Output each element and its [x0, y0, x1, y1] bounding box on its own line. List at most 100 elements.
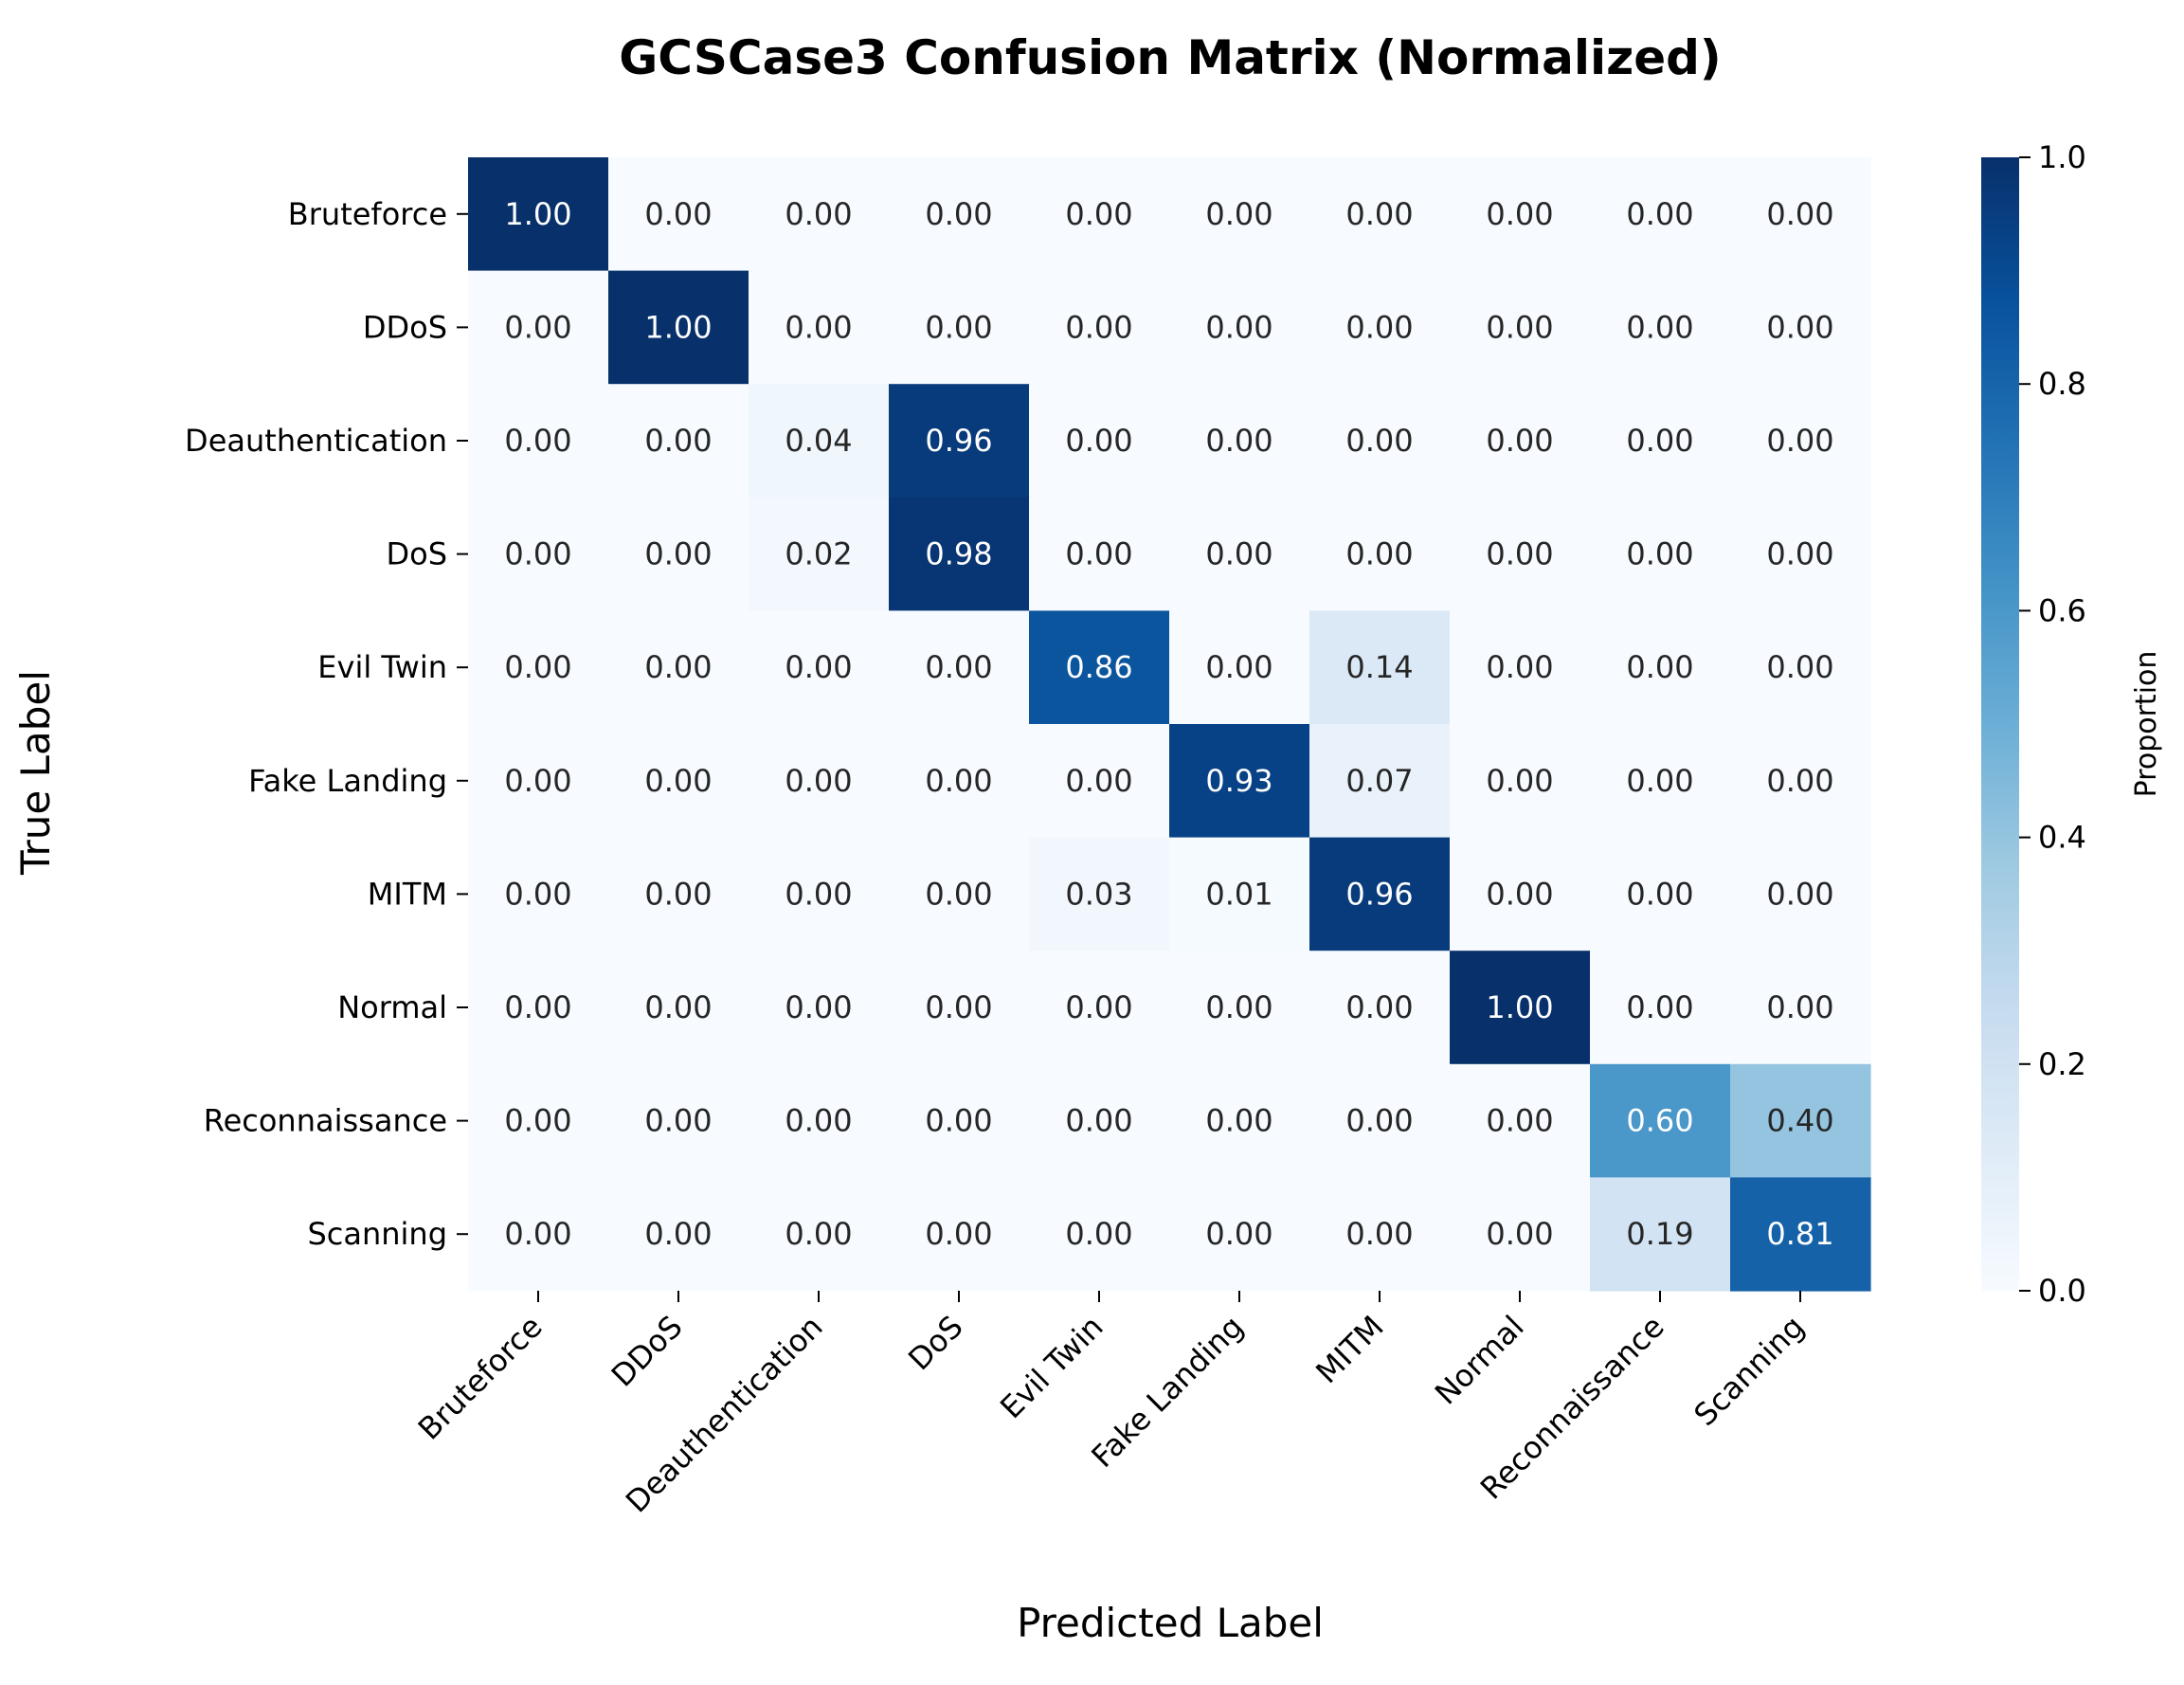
cell-value-label-8-0: 0.00	[504, 1103, 571, 1139]
heatmap-cell-6-4	[1029, 837, 1170, 951]
y-tick-label-fake-landing: Fake Landing	[248, 763, 447, 799]
heatmap-cell-3-1	[608, 497, 749, 611]
heatmap-cell-1-4	[1029, 270, 1170, 385]
cell-value-label-9-2: 0.00	[785, 1216, 852, 1252]
colorbar-ticks: 0.0 0.2 0.4 0.6 0.8 1.0	[2019, 139, 2086, 1309]
heatmap-cell-9-0	[468, 1177, 609, 1292]
heatmap-cell-3-2	[749, 497, 890, 611]
cell-value-label-6-5: 0.01	[1205, 876, 1272, 912]
heatmap-cell-3-3	[889, 497, 1030, 611]
chart-title: GCSCase3 Confusion Matrix (Normalized)	[619, 30, 1722, 85]
cell-value-label-6-7: 0.00	[1486, 876, 1553, 912]
x-tick-label-bruteforce: Bruteforce	[411, 1309, 550, 1447]
heatmap-cell-4-1	[608, 610, 749, 725]
cell-value-label-7-4: 0.00	[1065, 989, 1132, 1025]
heatmap-cell-8-8	[1590, 1063, 1731, 1178]
y-tick-label-scanning: Scanning	[307, 1216, 447, 1252]
cell-value-label-0-5: 0.00	[1205, 196, 1272, 232]
heatmap-cell-0-7	[1450, 157, 1591, 272]
x-tick-label-evil-twin: Evil Twin	[993, 1309, 1110, 1426]
cell-value-label-3-0: 0.00	[504, 536, 571, 572]
heatmap-cell-8-9	[1730, 1063, 1871, 1178]
heatmap-cell-5-9	[1730, 724, 1871, 839]
cell-value-label-3-5: 0.00	[1205, 536, 1272, 572]
cell-value-label-0-2: 0.00	[785, 196, 852, 232]
cell-value-label-3-2: 0.02	[785, 536, 852, 572]
cell-value-label-7-9: 0.00	[1766, 989, 1833, 1025]
heatmap-cell-6-9	[1730, 837, 1871, 951]
y-tick-label-dos: DoS	[386, 536, 447, 572]
cell-value-label-4-9: 0.00	[1766, 649, 1833, 685]
heatmap-cell-7-5	[1169, 951, 1310, 1065]
cell-value-label-2-5: 0.00	[1205, 423, 1272, 459]
colorbar-tick-label-0: 0.0	[2038, 1273, 2086, 1309]
cell-value-label-5-7: 0.00	[1486, 763, 1553, 799]
heatmap-cell-0-6	[1309, 157, 1451, 272]
heatmap-cell-4-5	[1169, 610, 1310, 725]
cell-value-label-6-2: 0.00	[785, 876, 852, 912]
cell-value-label-2-0: 0.00	[504, 423, 571, 459]
heatmap-cell-1-7	[1450, 270, 1591, 385]
cell-value-label-4-8: 0.00	[1626, 649, 1693, 685]
heatmap-cell-4-7	[1450, 610, 1591, 725]
cell-value-label-6-9: 0.00	[1766, 876, 1833, 912]
y-tick-label-reconnaissance: Reconnaissance	[204, 1103, 447, 1139]
heatmap-cell-2-0	[468, 384, 609, 498]
y-axis-label: True Label	[12, 670, 59, 876]
heatmap-cell-2-9	[1730, 384, 1871, 498]
y-tick-label-deauthentication: Deauthentication	[185, 423, 447, 459]
cell-value-label-1-9: 0.00	[1766, 309, 1833, 345]
cell-value-label-1-4: 0.00	[1065, 309, 1132, 345]
y-tick-label-ddos: DDoS	[363, 309, 447, 345]
heatmap-cell-3-8	[1590, 497, 1731, 611]
cell-value-label-0-0: 1.00	[504, 196, 571, 232]
colorbar-tick-label-2: 0.4	[2038, 820, 2086, 856]
cell-value-label-2-6: 0.00	[1345, 423, 1413, 459]
cell-value-label-3-4: 0.00	[1065, 536, 1132, 572]
cell-value-label-2-4: 0.00	[1065, 423, 1132, 459]
heatmap-cell-8-1	[608, 1063, 749, 1178]
cell-value-label-9-1: 0.00	[644, 1216, 712, 1252]
cell-value-label-4-3: 0.00	[925, 649, 992, 685]
y-tick-label-evil-twin: Evil Twin	[317, 649, 447, 685]
heatmap-cell-4-6	[1309, 610, 1451, 725]
cell-value-label-9-7: 0.00	[1486, 1216, 1553, 1252]
heatmap-cell-9-3	[889, 1177, 1030, 1292]
heatmap-cell-0-9	[1730, 157, 1871, 272]
heatmap-cell-7-3	[889, 951, 1030, 1065]
heatmap-cell-7-0	[468, 951, 609, 1065]
heatmap-cell-9-9	[1730, 1177, 1871, 1292]
heatmap-cell-6-8	[1590, 837, 1731, 951]
cell-value-label-0-3: 0.00	[925, 196, 992, 232]
cell-value-label-9-4: 0.00	[1065, 1216, 1132, 1252]
cell-value-label-2-7: 0.00	[1486, 423, 1553, 459]
cell-value-label-5-1: 0.00	[644, 763, 712, 799]
cell-value-label-0-9: 0.00	[1766, 196, 1833, 232]
heatmap-cell-1-2	[749, 270, 890, 385]
cell-value-label-1-0: 0.00	[504, 309, 571, 345]
cell-value-label-7-8: 0.00	[1626, 989, 1693, 1025]
cell-value-label-4-2: 0.00	[785, 649, 852, 685]
heatmap-cell-7-9	[1730, 951, 1871, 1065]
heatmap-cell-3-0	[468, 497, 609, 611]
heatmap-cell-1-6	[1309, 270, 1451, 385]
cell-value-label-1-2: 0.00	[785, 309, 852, 345]
cell-value-label-3-8: 0.00	[1626, 536, 1693, 572]
cell-value-label-0-4: 0.00	[1065, 196, 1132, 232]
cell-value-label-1-1: 1.00	[644, 309, 712, 345]
cell-value-label-7-5: 0.00	[1205, 989, 1272, 1025]
colorbar: 0.0 0.2 0.4 0.6 0.8 1.0 Proportion	[1981, 139, 2163, 1309]
cell-value-label-7-0: 0.00	[504, 989, 571, 1025]
heatmap-cell-5-6	[1309, 724, 1451, 839]
cell-value-label-7-3: 0.00	[925, 989, 992, 1025]
cell-value-label-4-0: 0.00	[504, 649, 571, 685]
cell-value-label-8-6: 0.00	[1345, 1103, 1413, 1139]
heatmap-cell-1-3	[889, 270, 1030, 385]
heatmap-cell-6-3	[889, 837, 1030, 951]
heatmap-cell-7-4	[1029, 951, 1170, 1065]
heatmap-cell-8-5	[1169, 1063, 1310, 1178]
cell-value-label-1-8: 0.00	[1626, 309, 1693, 345]
heatmap-cell-9-6	[1309, 1177, 1451, 1292]
heatmap-cell-5-8	[1590, 724, 1731, 839]
heatmap-cell-0-4	[1029, 157, 1170, 272]
